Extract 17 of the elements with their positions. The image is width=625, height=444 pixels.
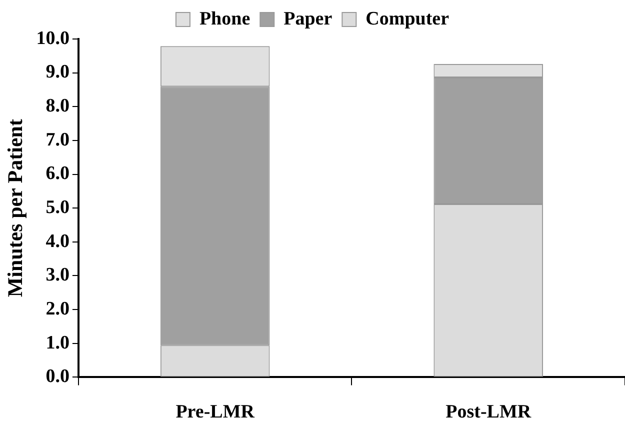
y-tick-label: 0.0 — [46, 366, 70, 388]
x-tick-label: Post-LMR — [446, 402, 532, 423]
y-tick-label: 9.0 — [46, 62, 70, 83]
y-tick-label: 6.0 — [46, 163, 70, 184]
y-tick-label: 8.0 — [46, 96, 70, 117]
y-tick-label: 2.0 — [46, 298, 70, 320]
y-tick-label: 5.0 — [46, 197, 70, 218]
y-tick-label: 1.0 — [46, 332, 70, 354]
legend-label: Phone — [199, 8, 250, 30]
y-axis-title: Minutes per Patient — [3, 119, 28, 298]
y-tick-label: 10.0 — [36, 28, 70, 49]
y-tick-label: 3.0 — [46, 264, 70, 286]
x-tick-label: Pre-LMR — [176, 402, 255, 423]
y-tick-label: 4.0 — [46, 230, 70, 252]
legend-label: Computer — [366, 8, 450, 30]
legend-label: Paper — [284, 8, 333, 30]
y-tick-label: 7.0 — [46, 129, 70, 150]
